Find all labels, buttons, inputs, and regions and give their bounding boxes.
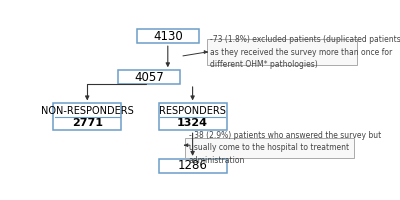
FancyBboxPatch shape (53, 103, 121, 130)
Text: 1324: 1324 (177, 118, 208, 128)
FancyBboxPatch shape (158, 159, 227, 173)
FancyBboxPatch shape (206, 39, 357, 65)
Text: -73 (1.8%) excluded patients (duplicated patients
as they received the survey mo: -73 (1.8%) excluded patients (duplicated… (210, 35, 400, 69)
Text: 4130: 4130 (153, 30, 183, 43)
FancyBboxPatch shape (158, 103, 227, 130)
Text: 4057: 4057 (134, 71, 164, 84)
Text: RESPONDERS: RESPONDERS (159, 106, 226, 116)
Text: 2771: 2771 (72, 118, 103, 128)
Text: - 38 (2.9%) patients who answered the survey but
usually come to the hospital to: - 38 (2.9%) patients who answered the su… (188, 131, 381, 165)
Text: NON-RESPONDERS: NON-RESPONDERS (41, 106, 134, 116)
FancyBboxPatch shape (185, 138, 354, 158)
FancyBboxPatch shape (137, 29, 199, 43)
FancyBboxPatch shape (118, 70, 180, 84)
Text: 1286: 1286 (178, 159, 208, 172)
